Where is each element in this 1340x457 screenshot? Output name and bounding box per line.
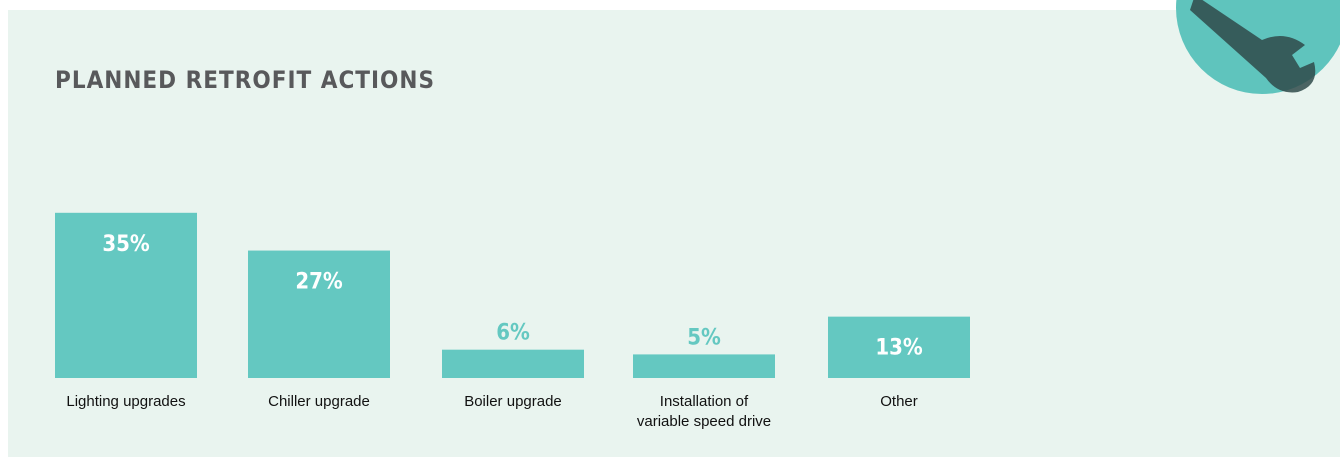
chart: PLANNED RETROFIT ACTIONS 35% 27% 6% 5% 13%	[0, 0, 1340, 457]
category-label: Boiler upgrade	[423, 392, 603, 412]
chart-title: PLANNED RETROFIT ACTIONS	[55, 66, 435, 94]
bar	[442, 350, 584, 378]
value-label: 13%	[875, 336, 923, 361]
value-label: 5%	[687, 325, 721, 350]
category-label: Lighting upgrades	[36, 392, 216, 412]
bar	[633, 354, 775, 378]
page: PLANNED RETROFIT ACTIONS 35% 27% 6% 5% 13% L…	[0, 0, 1340, 457]
value-label: 6%	[496, 321, 530, 346]
value-label: 27%	[295, 270, 343, 295]
category-label: Installation of variable speed drive	[614, 392, 794, 432]
category-label: Other	[809, 392, 989, 412]
wrench-badge	[1176, 0, 1340, 94]
category-label: Chiller upgrade	[229, 392, 409, 412]
value-label: 35%	[102, 232, 150, 257]
